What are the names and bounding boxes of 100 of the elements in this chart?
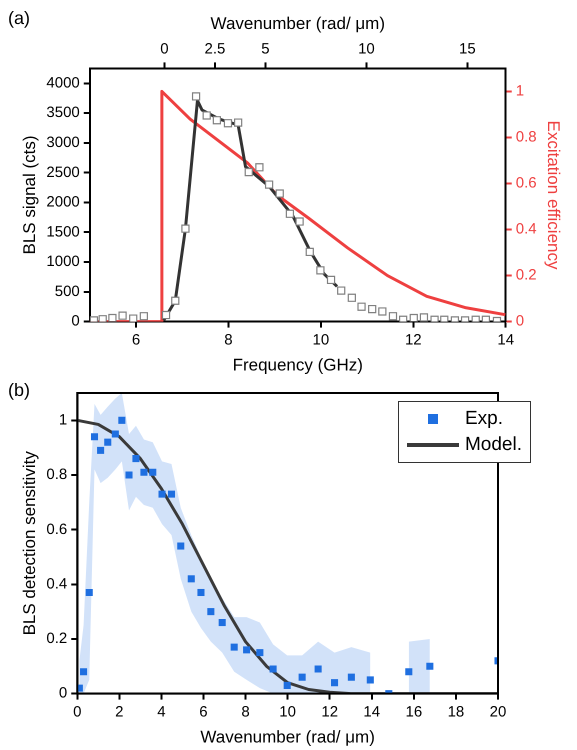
point [224,119,232,128]
point [316,266,325,274]
text: (b) [8,380,30,401]
point [118,416,126,424]
point [118,312,127,320]
point [129,314,138,322]
point [97,446,104,454]
point [98,315,107,322]
point [399,316,408,322]
point [234,118,242,127]
legend-label: Model. [464,434,522,456]
x-tick-label: 18 [448,704,464,721]
point [171,296,180,305]
y-tick-label: 2500 [46,164,80,181]
point [298,674,306,681]
x-axis-title: Frequency (GHz) [232,355,363,374]
point [331,679,338,686]
x2-axis-title: Wavenumber (rad/ μm) [210,14,385,33]
point [314,665,322,673]
x-tick-label: 8 [241,704,250,721]
y-tick-label: 0.4 [46,575,68,592]
point [162,310,170,320]
x-tick-label: 14 [363,704,380,721]
point [132,455,140,462]
point [482,316,490,322]
y-tick-label: 0 [58,684,68,702]
y-tick-label: 1 [58,411,68,428]
point [472,316,480,322]
x-tick-label: 6 [132,332,140,349]
y-tick-label: 0.2 [46,630,68,648]
point [149,468,156,476]
y-axis-title: BLS detection sensitivity [20,450,39,636]
point [108,314,117,322]
point [158,490,166,498]
point [243,646,250,654]
point [306,248,314,256]
y-tick-label: 0 [71,312,80,330]
point [348,674,355,681]
point [366,676,374,684]
x-tick-label: 10 [279,704,296,721]
point [420,313,428,322]
y-tick-label: 0.6 [46,520,68,538]
point [202,111,211,120]
point [284,682,291,689]
point [286,210,294,218]
point [140,468,148,476]
x2-tick-label: 15 [459,40,476,58]
point [197,588,204,596]
y-tick-label: 3500 [46,104,80,122]
y2-tick-label: 0.4 [516,220,537,238]
x-tick-label: 8 [224,332,233,349]
x2-tick-label: 10 [358,40,375,58]
point [181,224,190,233]
point [125,471,133,479]
point [207,608,214,616]
y2-tick-label: 1 [516,82,524,100]
y2-tick-label: 0 [516,312,524,330]
y2-axis-title: Excitation efficiency [544,120,564,270]
x-tick-label: 6 [199,704,208,721]
x2-tick-label: 5 [261,40,270,58]
point [264,180,274,189]
point [368,304,376,314]
point [410,314,418,322]
point [168,490,176,498]
point [326,276,336,284]
point [192,92,200,101]
point [440,316,448,322]
text: (a) [8,8,30,29]
point [104,438,112,446]
x-tick-label: 12 [321,704,338,721]
point [140,312,148,320]
point [357,302,366,311]
legend-label: Exp. [464,408,503,430]
point [177,542,184,550]
x-tick-label: 16 [406,704,422,721]
y-tick-label: 3000 [46,134,80,152]
point [337,286,346,295]
point [405,668,412,676]
y2-tick-label: 0.2 [516,266,537,284]
point [212,116,222,124]
x-axis-title: Wavenumber (rad/ μm) [200,727,375,746]
point [255,163,264,172]
y-tick-label: 1500 [46,223,80,240]
point [276,189,284,198]
point [188,575,195,582]
point [378,307,386,316]
y2-tick-label: 0.6 [516,174,537,192]
x-tick-label: 10 [312,332,330,349]
point [112,430,119,438]
y-tick-label: 1000 [46,253,80,270]
x-tick-label: 2 [115,704,124,721]
x-tick-label: 4 [157,704,166,721]
x-tick-label: 20 [490,704,506,721]
y-tick-label: 2000 [46,194,80,211]
y-tick-label: 0.8 [46,466,68,484]
point [218,619,226,626]
point [426,662,434,670]
x2-tick-label: 0 [160,40,169,58]
point [430,316,439,322]
point [270,665,277,673]
